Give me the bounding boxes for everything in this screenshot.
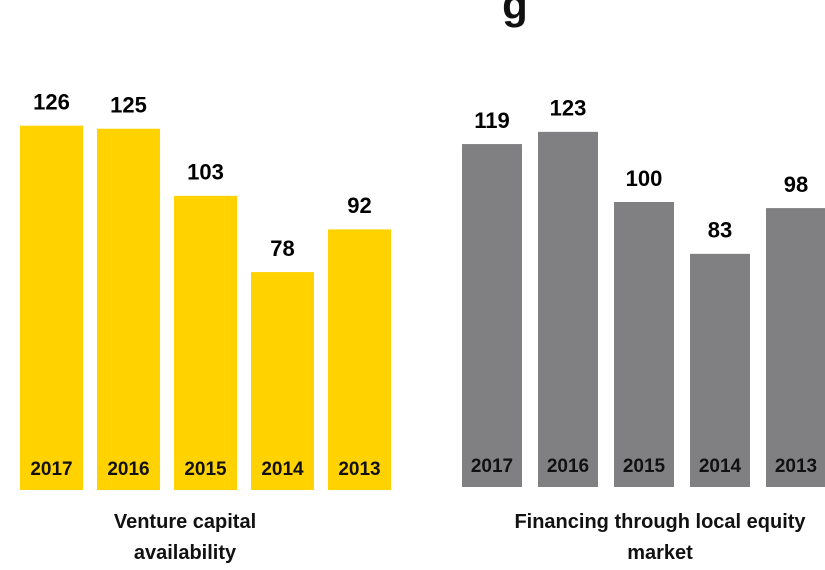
x-axis-label: Venture capital availability [113,511,257,564]
bar [20,125,83,490]
x-tick-label: 2015 [184,459,227,480]
value-label: 125 [110,93,147,118]
bar [462,144,522,488]
x-tick-label: 2016 [547,456,589,477]
bar [690,253,750,487]
value-label: 103 [187,160,224,185]
x-tick-label: 2016 [107,459,149,480]
x-tick-label: 2015 [623,456,666,477]
header-fragment: g [502,0,528,28]
bar [174,195,237,490]
value-label: 78 [270,236,294,261]
bar [614,202,674,487]
x-axis-label: Financing through local equity market [514,511,806,564]
x-tick-label: 2013 [338,459,380,480]
bar [251,272,314,490]
x-tick-label: 2013 [775,456,817,477]
x-tick-label: 2017 [471,456,513,477]
bar [328,229,391,490]
value-label: 98 [784,172,808,197]
value-label: 119 [474,108,510,133]
x-tick-label: 2014 [699,456,742,477]
value-label: 83 [708,218,732,243]
value-label: 100 [626,166,663,191]
bar [538,131,598,487]
x-tick-label: 2014 [261,459,304,480]
bar [97,128,160,490]
bar [766,208,825,487]
value-label: 126 [33,90,70,115]
value-label: 92 [347,193,371,218]
x-tick-label: 2017 [30,459,72,480]
value-label: 123 [550,96,587,121]
